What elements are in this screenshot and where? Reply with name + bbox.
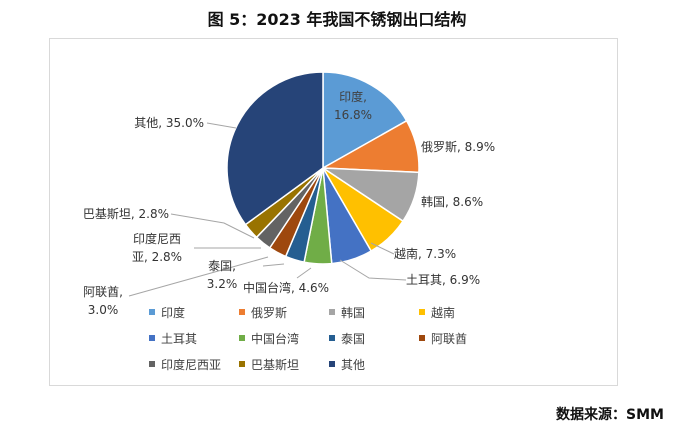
legend-item-3: 越南 — [419, 305, 455, 320]
legend-swatch — [329, 309, 335, 315]
data-label-8: 印度尼西亚, 2.8% — [132, 231, 182, 264]
legend-swatch — [419, 335, 425, 341]
legend-swatch — [329, 335, 335, 341]
legend-label: 越南 — [431, 305, 455, 320]
legend-label: 泰国 — [341, 332, 365, 346]
data-label-9: 巴基斯坦, 2.8% — [83, 207, 169, 221]
data-label-2: 韩国, 8.6% — [421, 194, 483, 209]
legend-item-7: 阿联酋 — [419, 331, 467, 346]
legend-label: 巴基斯坦 — [251, 358, 299, 372]
leader-line-3 — [370, 242, 395, 255]
legend-item-8: 印度尼西亚 — [149, 357, 221, 372]
leader-line-4 — [339, 259, 407, 281]
legend-swatch — [239, 335, 245, 341]
data-label-10: 其他, 35.0% — [134, 116, 204, 130]
pie-chart: 印度, 16.8% 俄罗斯, 8.9% 韩国, 8.6% 越南, 7.3% 土耳其, 6.… — [83, 71, 495, 372]
legend-item-2: 韩国 — [329, 305, 365, 320]
legend-label: 印度尼西亚 — [161, 357, 221, 372]
leader-line-6 — [262, 263, 285, 267]
legend-item-9: 巴基斯坦 — [239, 358, 299, 372]
legend-swatch — [149, 335, 155, 341]
data-label-3: 越南, 7.3% — [394, 246, 456, 261]
legend-swatch — [329, 361, 335, 367]
data-label-4: 土耳其, 6.9% — [406, 273, 480, 287]
legend-swatch — [419, 309, 425, 315]
leader-line-10 — [206, 122, 237, 129]
data-label-7: 阿联酋, 3.0% — [83, 284, 123, 317]
legend-item-4: 土耳其 — [149, 332, 197, 346]
leader-line-5 — [296, 267, 312, 279]
leader-line-9 — [170, 213, 255, 239]
legend-label: 土耳其 — [161, 332, 197, 346]
legend-label: 中国台湾 — [251, 331, 299, 346]
data-label-0: 印度, 16.8% — [334, 89, 372, 122]
legend-label: 阿联酋 — [431, 331, 467, 346]
legend-item-1: 俄罗斯 — [239, 306, 287, 320]
slice-0 — [322, 71, 408, 170]
chart-title: 图 5：2023 年我国不锈钢出口结构 — [207, 10, 467, 29]
chart-frame — [49, 38, 618, 386]
legend-label: 其他 — [341, 358, 365, 372]
legend-label: 俄罗斯 — [251, 306, 287, 320]
legend-item-0: 印度 — [149, 305, 185, 320]
legend-swatch — [239, 361, 245, 367]
slice-10 — [226, 71, 324, 226]
data-label-6: 泰国, 3.2% — [207, 259, 238, 291]
legend-item-10: 其他 — [329, 358, 365, 372]
legend-label: 印度 — [161, 305, 185, 320]
legend-swatch — [239, 309, 245, 315]
source-note: 数据来源：SMM — [556, 407, 664, 423]
legend-swatch — [149, 361, 155, 367]
data-label-1: 俄罗斯, 8.9% — [421, 140, 495, 154]
legend-item-5: 中国台湾 — [239, 331, 299, 346]
legend-item-6: 泰国 — [329, 332, 365, 346]
legend-label: 韩国 — [341, 305, 365, 320]
leader-line-7 — [128, 256, 269, 297]
data-label-5: 中国台湾, 4.6% — [243, 280, 329, 295]
legend-swatch — [149, 309, 155, 315]
